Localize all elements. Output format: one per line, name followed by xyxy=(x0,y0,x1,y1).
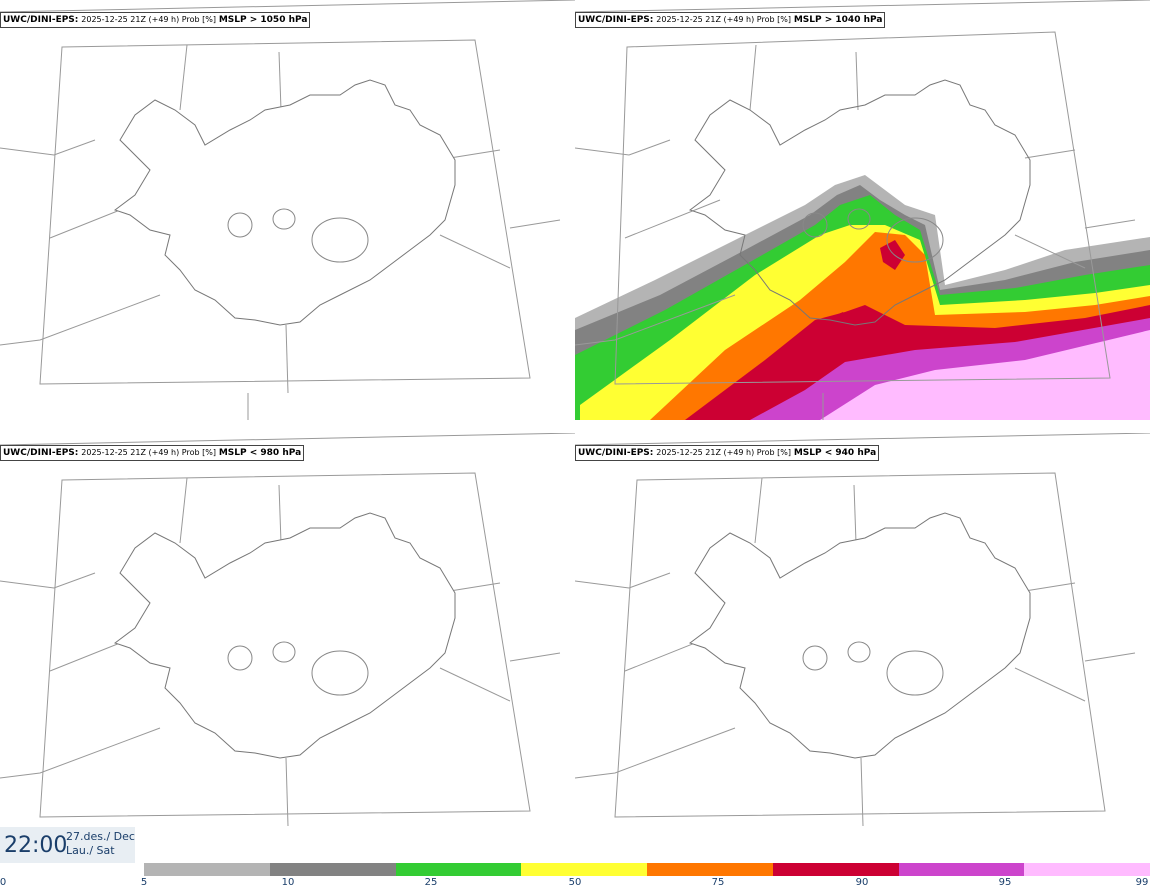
legend-swatch xyxy=(1024,863,1150,876)
legend-tick-label: 50 xyxy=(568,877,582,888)
panel-title-3: UWC/DINI-EPS: 2025-12-25 21Z (+49 h) Pro… xyxy=(0,445,305,461)
panel-title-1: UWC/DINI-EPS: 2025-12-25 21Z (+49 h) Pro… xyxy=(0,12,311,28)
valid-time: 22:00 xyxy=(4,833,68,858)
valid-time-box: 22:00 27.des./ Dec Lau./ Sat xyxy=(0,827,135,863)
legend-swatch xyxy=(395,863,522,876)
legend-swatch xyxy=(898,863,1025,876)
color-legend xyxy=(144,863,1150,876)
valid-date: 27.des./ Dec Lau./ Sat xyxy=(66,830,135,857)
legend-tick-label: 75 xyxy=(711,877,725,888)
iceland-outline xyxy=(113,79,456,326)
iceland-outline xyxy=(688,79,1031,326)
legend-swatch xyxy=(521,863,648,876)
iceland-outline xyxy=(688,512,1031,759)
legend-tick-label: 5 xyxy=(140,877,148,888)
panel-title-4: UWC/DINI-EPS: 2025-12-25 21Z (+49 h) Pro… xyxy=(575,445,880,461)
legend-tick-label: 99 xyxy=(1135,877,1149,888)
panel-title-2: UWC/DINI-EPS: 2025-12-25 21Z (+49 h) Pro… xyxy=(575,12,886,28)
legend-tick-label: 25 xyxy=(424,877,438,888)
map-canvas xyxy=(0,0,575,420)
legend-tick-label: 10 xyxy=(281,877,295,888)
map-canvas xyxy=(0,433,575,827)
map-panel-2: UWC/DINI-EPS: 2025-12-25 21Z (+49 h) Pro… xyxy=(575,0,1150,420)
legend-tick-label: 95 xyxy=(998,877,1012,888)
map-panel-3: UWC/DINI-EPS: 2025-12-25 21Z (+49 h) Pro… xyxy=(0,433,575,827)
legend-tick-label: 0 xyxy=(0,877,7,888)
legend-swatch xyxy=(772,863,899,876)
probability-field xyxy=(575,175,1150,420)
legend-swatch xyxy=(647,863,774,876)
map-panel-4: UWC/DINI-EPS: 2025-12-25 21Z (+49 h) Pro… xyxy=(575,433,1150,827)
map-canvas xyxy=(575,0,1150,420)
legend-swatch xyxy=(144,863,271,876)
legend-tick-label: 90 xyxy=(855,877,869,888)
legend-swatch xyxy=(269,863,396,876)
map-canvas xyxy=(575,433,1150,827)
iceland-outline xyxy=(113,512,456,759)
map-panel-1: UWC/DINI-EPS: 2025-12-25 21Z (+49 h) Pro… xyxy=(0,0,575,420)
